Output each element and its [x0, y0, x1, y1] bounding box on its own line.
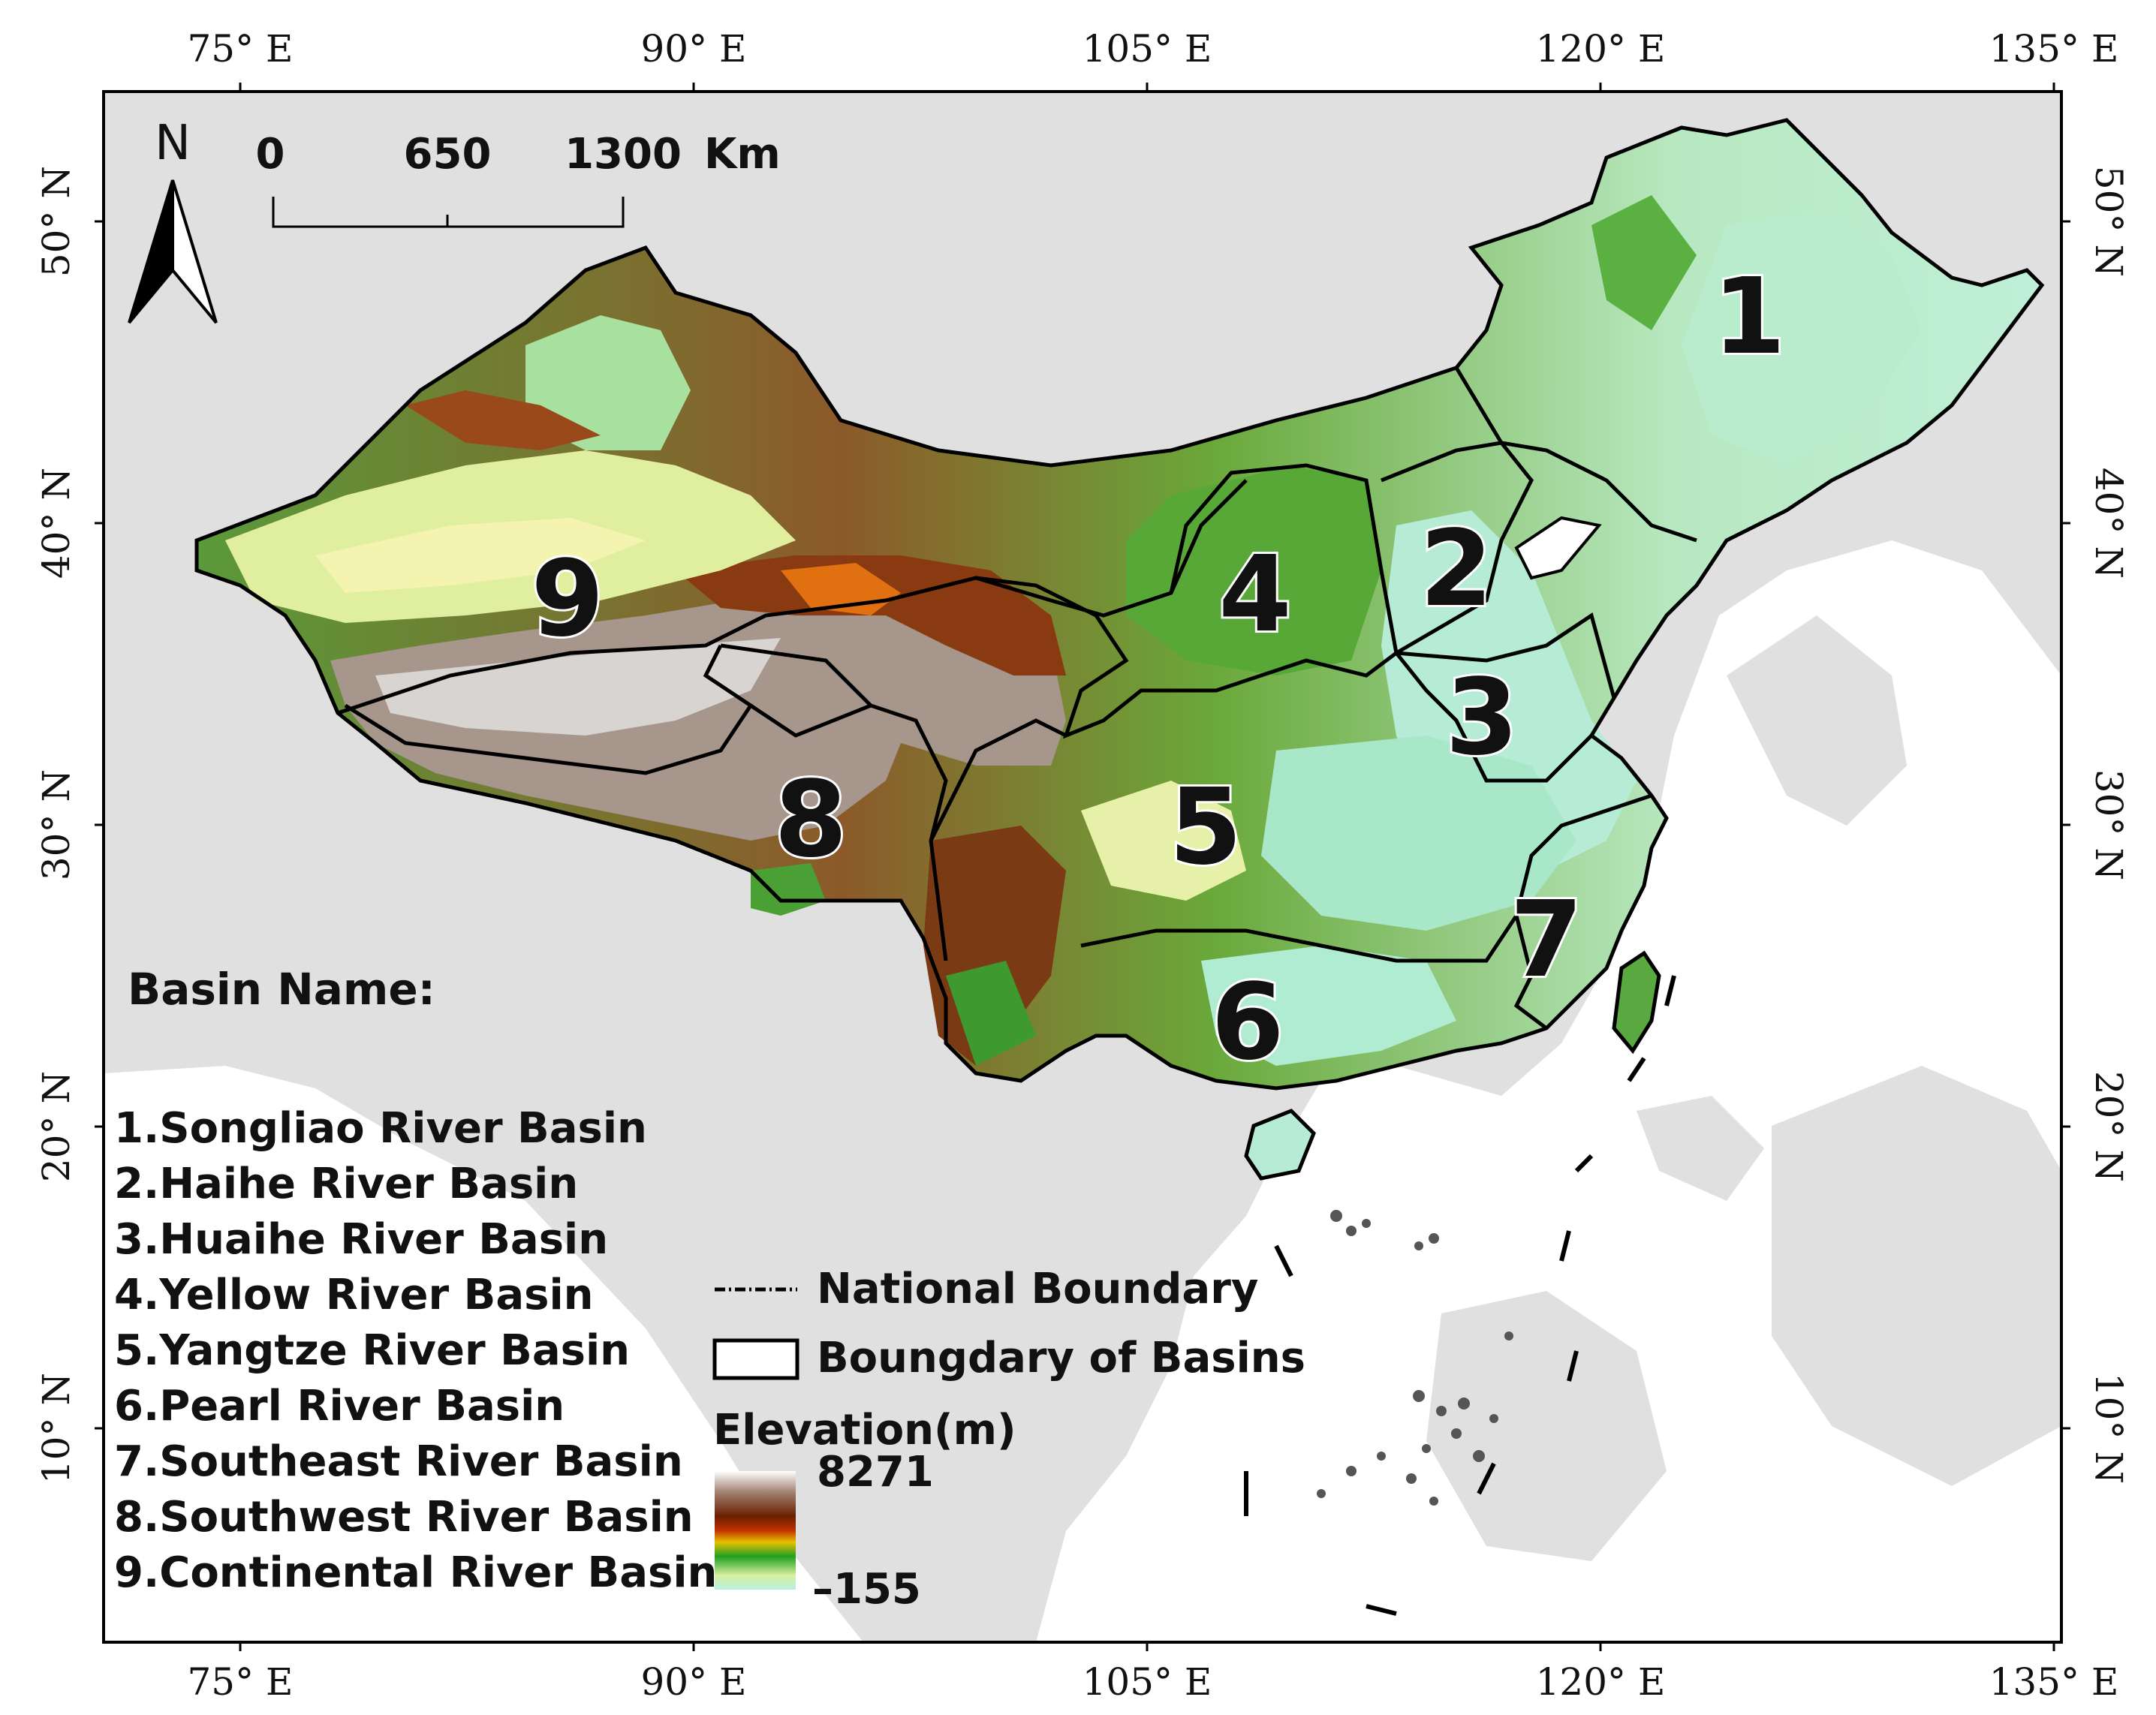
scale-label-1300: 1300: [565, 130, 682, 179]
lat-label-10-right: 10° N: [2087, 1373, 2130, 1484]
longitude-labels-top: 75° E 90° E 105° E 120° E 135° E: [187, 27, 2118, 71]
lon-label-90: 90° E: [640, 27, 746, 71]
latitude-labels-left: 50° N 40° N 30° N 20° N 10° N: [35, 166, 78, 1484]
lat-label-10: 10° N: [35, 1373, 78, 1484]
basin-boundary-label: Boungdary of Basins: [817, 1334, 1305, 1383]
national-boundary-label: National Boundary: [817, 1265, 1258, 1313]
elevation-legend-title: Elevation(m): [713, 1406, 1016, 1455]
basin-legend-item: 4.Yellow River Basin: [114, 1271, 594, 1319]
basin-legend-title: Basin Name:: [128, 964, 435, 1015]
basin-legend-item: 1.Songliao River Basin: [114, 1104, 647, 1153]
map-border: [102, 90, 2063, 1644]
elevation-color-ramp: [715, 1471, 796, 1590]
elevation-legend: Elevation(m) 8271 –155: [713, 1406, 1016, 1614]
lon-label-135-bottom: 135° E: [1989, 1660, 2119, 1704]
lat-label-50-right: 50° N: [2087, 166, 2130, 277]
basin-marker-1: 1: [1712, 256, 1785, 378]
graticule-ticks: [95, 83, 2070, 1651]
basin-marker-9: 9: [531, 538, 604, 660]
basin-marker-5: 5: [1169, 766, 1242, 889]
north-arrow-left-half: [128, 179, 174, 324]
lon-label-75-bottom: 75° E: [187, 1660, 293, 1704]
lon-label-90-bottom: 90° E: [640, 1660, 746, 1704]
lat-label-20: 20° N: [35, 1071, 78, 1182]
basin-legend-item: 6.Pearl River Basin: [114, 1382, 565, 1431]
basin-legend-item: 9.Continental River Basin: [114, 1548, 717, 1597]
basin-legend-item: 2.Haihe River Basin: [114, 1160, 578, 1208]
scale-bar-line: [272, 197, 625, 228]
scale-bar: 0 650 1300 Km: [256, 130, 781, 228]
scale-label-650: 650: [404, 130, 492, 179]
china-terrain: [197, 120, 2042, 1088]
national-boundary-dashes: [1244, 975, 1676, 1616]
spratly-dots: [1317, 1210, 1513, 1506]
latitude-labels-right: 50° N 40° N 30° N 20° N 10° N: [2087, 166, 2130, 1484]
islands: [1244, 516, 1661, 1181]
basin-boundaries: [194, 118, 2045, 1091]
lon-label-105: 105° E: [1083, 27, 1212, 71]
lon-label-120-bottom: 120° E: [1536, 1660, 1666, 1704]
lat-label-40: 40° N: [35, 468, 78, 579]
lat-label-50: 50° N: [35, 166, 78, 277]
basin-marker-8: 8: [774, 759, 847, 881]
lat-label-30-right: 30° N: [2087, 769, 2130, 880]
basin-marker-2: 2: [1420, 508, 1492, 630]
north-arrow-label: N: [155, 116, 191, 171]
basin-boundary-swatch: [712, 1338, 799, 1380]
lat-label-40-right: 40° N: [2087, 468, 2130, 579]
basin-legend: Basin Name: 1.Songliao River Basin 2.Hai…: [114, 964, 717, 1597]
longitude-labels-bottom: 75° E 90° E 105° E 120° E 135° E: [187, 1660, 2118, 1704]
lon-label-135: 135° E: [1989, 27, 2119, 71]
basin-marker-6: 6: [1211, 961, 1284, 1084]
lat-label-30: 30° N: [35, 769, 78, 880]
basin-marker-3: 3: [1445, 657, 1518, 779]
basin-marker-4: 4: [1218, 534, 1291, 656]
elevation-max-label: 8271: [817, 1448, 934, 1497]
basin-legend-item: 7.Southeast River Basin: [114, 1437, 683, 1486]
basin-marker-7: 7: [1510, 879, 1582, 1001]
lon-label-105-bottom: 105° E: [1083, 1660, 1212, 1704]
north-arrow: N: [128, 116, 218, 324]
symbol-legend: National Boundary Boungdary of Basins: [712, 1265, 1305, 1383]
lon-label-75: 75° E: [187, 27, 293, 71]
basin-markers: 1 2 3 4 5 6 7 8 9: [528, 254, 1787, 1086]
scale-unit: Km: [704, 130, 781, 179]
basin-legend-item: 5.Yangtze River Basin: [114, 1326, 630, 1375]
basin-legend-item: 3.Huaihe River Basin: [114, 1215, 608, 1264]
scale-label-0: 0: [256, 130, 285, 179]
elevation-min-label: –155: [812, 1565, 921, 1614]
lat-label-20-right: 20° N: [2087, 1071, 2130, 1182]
lon-label-120: 120° E: [1536, 27, 1666, 71]
basin-legend-item: 8.Southwest River Basin: [114, 1493, 694, 1542]
